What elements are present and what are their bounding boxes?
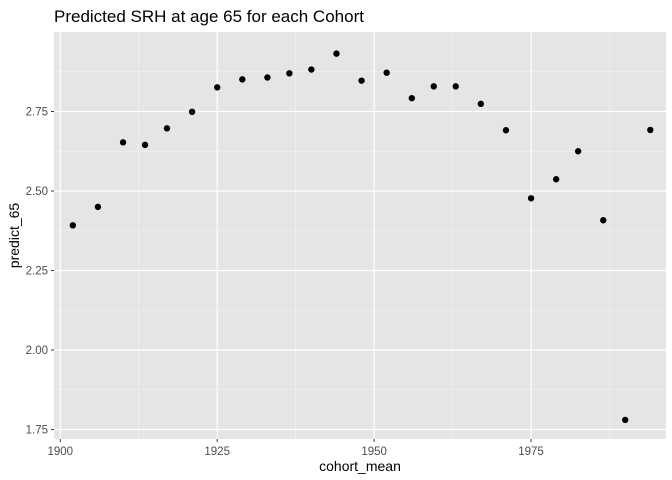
y-tick-label: 2.50	[26, 186, 48, 198]
grid-lines	[54, 32, 666, 439]
data-point	[188, 108, 196, 116]
data-point	[452, 83, 459, 90]
data-point	[358, 77, 365, 84]
y-tick-label: 1.75	[26, 424, 48, 436]
data-point	[430, 83, 437, 90]
data-point	[574, 148, 582, 155]
data-point	[264, 74, 271, 81]
data-point	[308, 66, 315, 73]
y-tick-label: 2.75	[26, 106, 48, 118]
x-tick-label: 1975	[518, 446, 544, 458]
data-point	[477, 100, 485, 108]
data-point	[527, 195, 535, 202]
data-point	[141, 141, 149, 149]
plot-panel	[54, 32, 666, 439]
data-point	[94, 203, 102, 211]
x-tick-label: 1925	[204, 446, 230, 458]
data-point	[502, 127, 510, 134]
data-point	[214, 84, 221, 91]
x-tick-label: 1900	[47, 446, 73, 458]
data-point	[286, 70, 293, 77]
data-point	[647, 126, 654, 134]
data-point	[239, 76, 246, 83]
data-point	[383, 69, 390, 76]
data-points	[69, 50, 654, 424]
y-tick-label: 2.00	[26, 345, 48, 357]
data-point	[552, 176, 560, 183]
x-axis-title: cohort_mean	[319, 458, 401, 474]
data-point	[119, 139, 127, 146]
y-axis-title: predict_65	[6, 203, 22, 269]
data-point	[333, 50, 340, 57]
data-point	[622, 416, 629, 424]
x-axis: 1900 1925 1950 1975	[47, 439, 544, 458]
chart-title: Predicted SRH at age 65 for each Cohort	[54, 7, 364, 26]
y-axis: 1.75 2.00 2.25 2.50 2.75	[26, 106, 54, 436]
data-point	[69, 222, 77, 229]
data-point	[408, 94, 415, 102]
y-tick-label: 2.25	[26, 265, 48, 277]
x-tick-label: 1950	[361, 446, 387, 458]
data-point	[163, 125, 171, 132]
data-point	[600, 217, 607, 224]
